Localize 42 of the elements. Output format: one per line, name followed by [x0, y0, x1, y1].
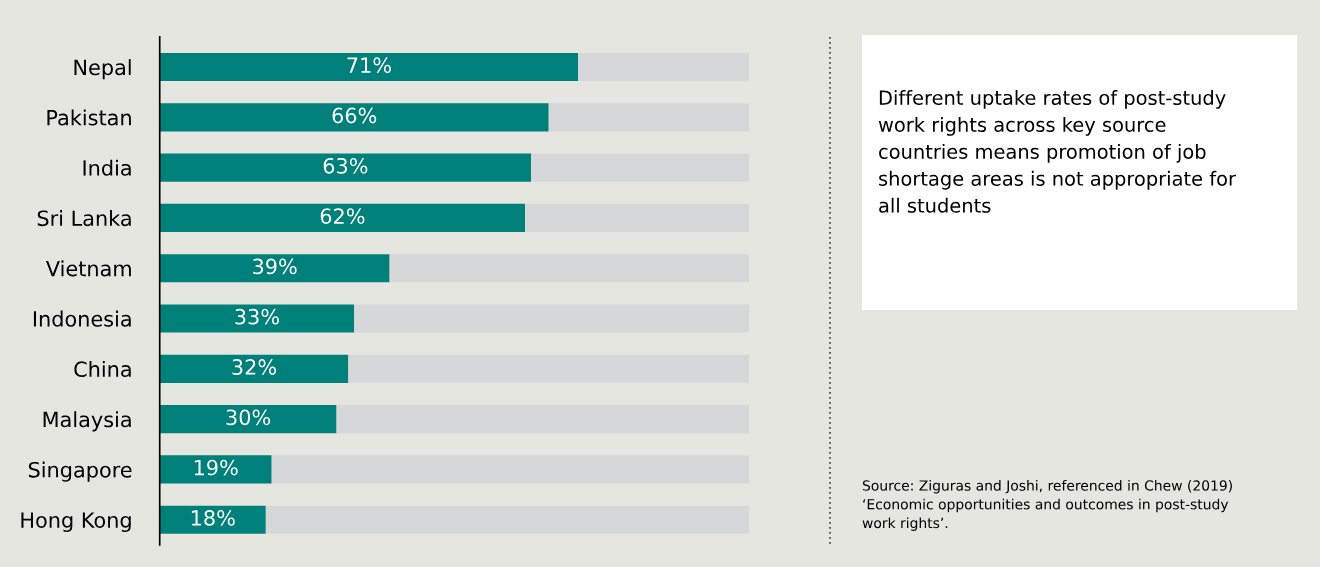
- source-note: Source: Ziguras and Joshi, referenced in Chew (2019) ‘Economic opportunities and outcomes in post-study work rights’.: [862, 480, 1232, 531]
- bar: [159, 304, 355, 333]
- y-tick-label: Singapore: [28, 461, 132, 482]
- bar: [578, 52, 750, 82]
- y-tick-label: Pakistan: [47, 109, 131, 126]
- y-tick-label: Nepal: [74, 59, 131, 80]
- bar: [159, 203, 526, 233]
- bar: [354, 304, 750, 333]
- data-label: 63%: [323, 157, 368, 174]
- bar: [159, 354, 349, 383]
- bar: [159, 405, 337, 434]
- bar: [159, 254, 390, 283]
- data-label: 32%: [232, 359, 277, 375]
- bar: [389, 254, 750, 283]
- data-label: 62%: [320, 208, 365, 224]
- bar: [531, 153, 750, 182]
- y-tick-label: Vietnam: [45, 260, 131, 277]
- data-label: 66%: [332, 107, 377, 124]
- y-tick-label: Hong Kong: [21, 512, 131, 532]
- y-tick-label: China: [74, 360, 131, 378]
- y-tick-label: Sri Lanka: [37, 210, 131, 227]
- data-label: 33%: [235, 308, 279, 325]
- bar: [159, 455, 272, 484]
- bar: [159, 103, 549, 132]
- bar: [525, 203, 750, 233]
- y-tick-label: Indonesia: [33, 310, 131, 327]
- y-tick-label: Malaysia: [43, 411, 131, 432]
- bar: [265, 505, 750, 534]
- bar: [548, 103, 750, 132]
- y-tick-label: India: [83, 159, 131, 176]
- data-label: 30%: [226, 409, 271, 426]
- data-label: 19%: [194, 459, 238, 476]
- data-label: 39%: [253, 258, 297, 275]
- bar: [159, 505, 266, 534]
- text: Different uptake rates of post-study work rights across key source countries means promotion of job shortage areas is not appropriate for all students: [878, 90, 1236, 213]
- data-label: 18%: [191, 510, 235, 526]
- bar: [348, 354, 750, 383]
- bar: [159, 153, 532, 182]
- bar: [159, 52, 579, 82]
- bar: [271, 455, 750, 484]
- data-label: 71%: [347, 57, 391, 74]
- bar: [336, 405, 750, 434]
